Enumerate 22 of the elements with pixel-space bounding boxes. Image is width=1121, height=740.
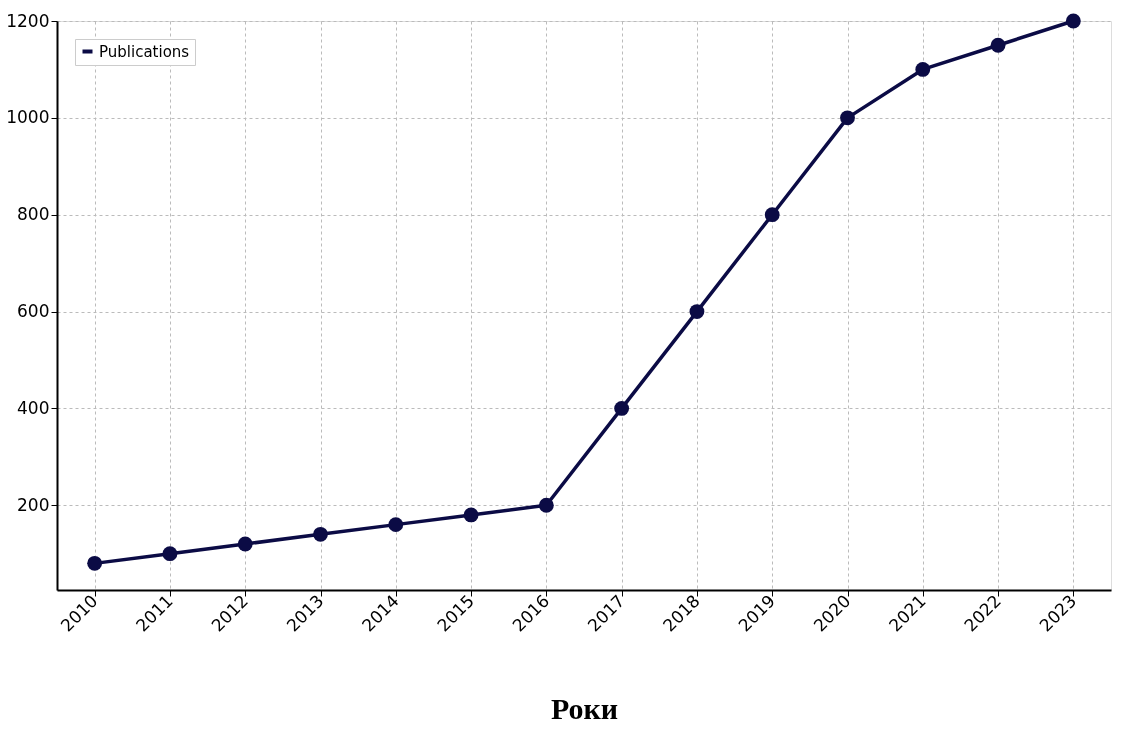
y-tick-label: 600	[17, 301, 50, 322]
y-tick-label: 200	[17, 494, 50, 515]
point	[162, 546, 178, 562]
point	[388, 517, 404, 533]
y-tick-label: 1200	[6, 10, 50, 31]
point	[915, 62, 931, 77]
x-axis-title: Роки	[550, 691, 619, 725]
point	[840, 110, 855, 126]
point	[87, 555, 103, 571]
point	[990, 37, 1006, 53]
point	[538, 497, 554, 513]
point	[313, 526, 328, 542]
y-tick-label: 800	[17, 204, 50, 225]
point	[463, 507, 479, 523]
point	[1065, 13, 1081, 29]
point	[689, 304, 705, 319]
legend-label: Publications	[99, 42, 190, 61]
point	[237, 536, 253, 552]
point	[764, 207, 780, 223]
y-tick-label: 1000	[6, 107, 50, 128]
point	[614, 401, 630, 416]
y-tick-label: 400	[17, 397, 50, 418]
